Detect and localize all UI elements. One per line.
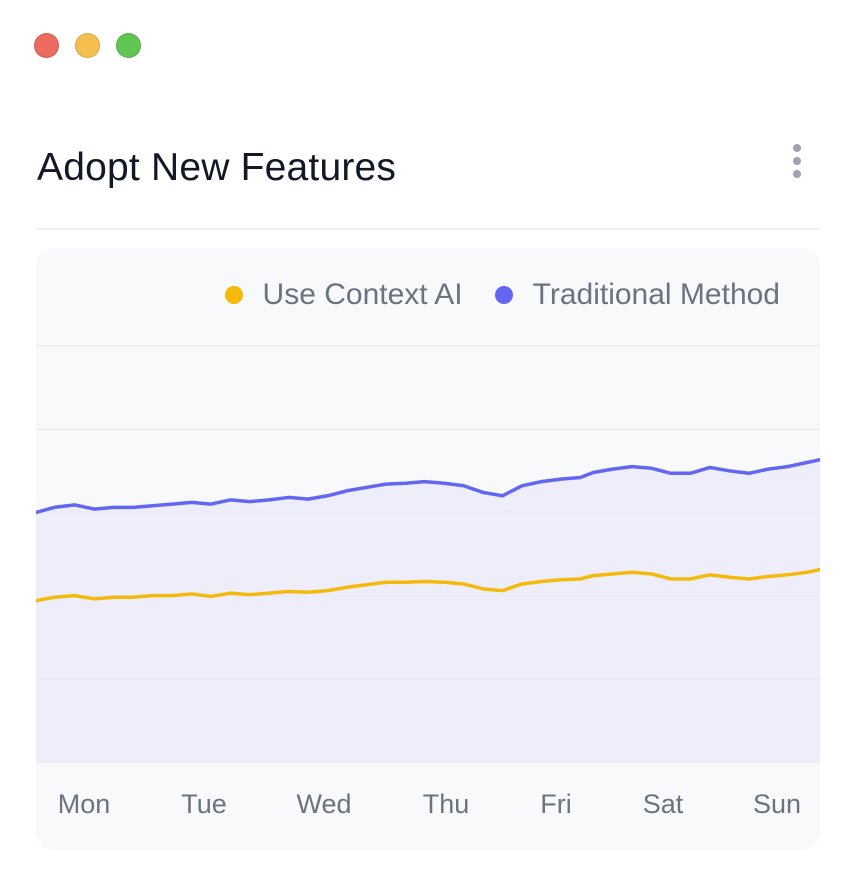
legend-item-traditional-method[interactable]: Traditional Method xyxy=(494,278,780,312)
x-tick-label: Sun xyxy=(753,789,801,819)
chart-legend: Use Context AI Traditional Method xyxy=(193,278,780,312)
more-vertical-icon-dot xyxy=(793,157,801,165)
card-title: Adopt New Features xyxy=(37,146,397,189)
close-button[interactable] xyxy=(34,33,59,58)
header-divider xyxy=(36,228,820,230)
more-vertical-icon-dot xyxy=(793,144,801,152)
more-vertical-icon-dot xyxy=(793,170,801,178)
line-chart: Mon Tue Wed Thu Fri Sat Sun xyxy=(36,345,820,819)
x-tick-label: Wed xyxy=(296,789,351,819)
series-area-traditional-method xyxy=(36,459,820,762)
x-tick-label: Fri xyxy=(540,789,571,819)
more-options-button[interactable] xyxy=(780,138,814,184)
series-line-traditional-method xyxy=(36,457,820,515)
legend-label: Traditional Method xyxy=(532,278,780,311)
chart-card: Mon Tue Wed Thu Fri Sat Sun Use Context AI Tra… xyxy=(36,248,820,850)
legend-marker-icon xyxy=(494,286,513,304)
zoom-button[interactable] xyxy=(116,33,141,58)
legend-item-use-context-ai[interactable]: Use Context AI xyxy=(224,278,463,312)
x-tick-label: Sat xyxy=(643,789,684,819)
series-line-use-context-ai xyxy=(36,567,820,603)
x-tick-label: Tue xyxy=(181,789,227,819)
x-tick-label: Thu xyxy=(423,789,470,819)
window-controls xyxy=(34,33,141,58)
legend-marker-icon xyxy=(224,286,243,304)
legend-label: Use Context AI xyxy=(262,278,463,311)
minimize-button[interactable] xyxy=(75,33,100,58)
x-tick-label: Mon xyxy=(58,789,111,819)
